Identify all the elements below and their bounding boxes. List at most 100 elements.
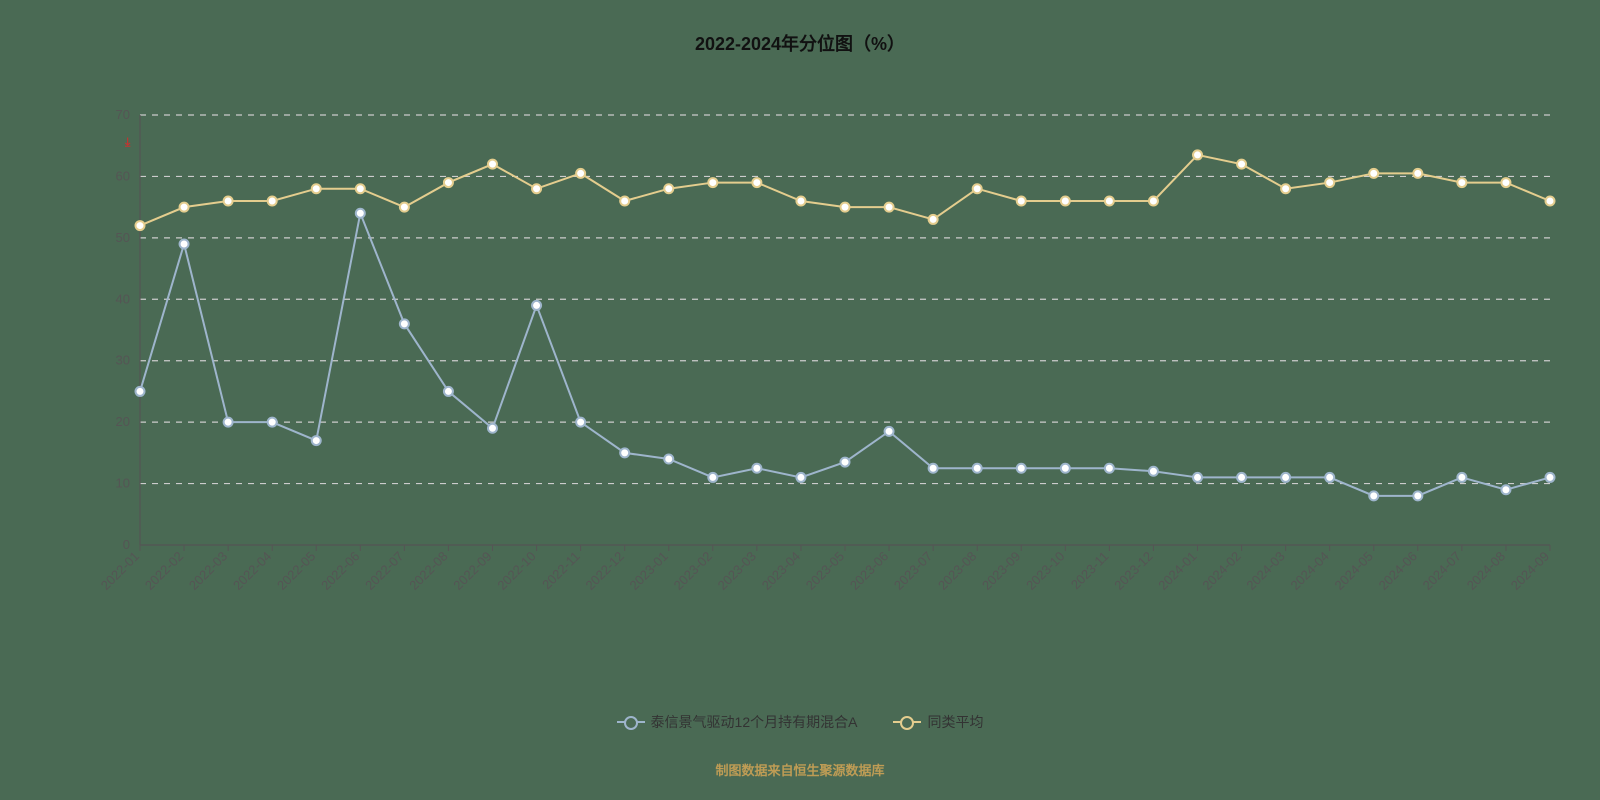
x-tick-label: 2022-06 (318, 549, 362, 593)
series-line (140, 213, 1550, 496)
y-tick-label: 50 (116, 230, 130, 245)
x-tick-label: 2022-10 (494, 549, 538, 593)
series-marker (400, 319, 409, 328)
x-tick-label: 2024-07 (1420, 549, 1464, 593)
x-tick-label: 2022-08 (406, 549, 450, 593)
series-marker (1501, 485, 1510, 494)
series-marker (444, 387, 453, 396)
x-tick-label: 2023-10 (1023, 549, 1067, 593)
series-marker (1193, 150, 1202, 159)
y-tick-label: 10 (116, 476, 130, 491)
legend-line (893, 721, 921, 723)
chart-credit: 制图数据来自恒生聚源数据库 (0, 760, 1600, 779)
x-tick-label: 2022-09 (450, 549, 494, 593)
legend-item[interactable]: 泰信景气驱动12个月持有期混合A (617, 712, 858, 732)
x-tick-label: 2023-11 (1068, 549, 1112, 593)
series-marker (1105, 197, 1114, 206)
series-marker (1061, 464, 1070, 473)
legend-marker-icon (624, 716, 638, 730)
legend-marker-icon (900, 716, 914, 730)
series-marker (400, 203, 409, 212)
series-marker (488, 424, 497, 433)
series-marker (1061, 197, 1070, 206)
chart-container: 2022-2024年分位图（%） ⤓ 0102030405060702022-0… (0, 0, 1600, 800)
x-tick-label: 2023-07 (891, 549, 935, 593)
series-marker (796, 473, 805, 482)
y-tick-label: 40 (116, 291, 130, 306)
series-marker (841, 458, 850, 467)
series-marker (752, 178, 761, 187)
x-tick-label: 2024-09 (1508, 549, 1552, 593)
x-tick-label: 2022-01 (98, 549, 142, 593)
x-tick-label: 2023-04 (759, 549, 803, 593)
legend-line (617, 721, 645, 723)
x-tick-label: 2023-09 (979, 549, 1023, 593)
series-marker (1017, 464, 1026, 473)
series-marker (1457, 473, 1466, 482)
series-marker (180, 240, 189, 249)
series-marker (1501, 178, 1510, 187)
chart-legend: 泰信景气驱动12个月持有期混合A 同类平均 (0, 710, 1600, 732)
series-marker (312, 184, 321, 193)
series-marker (796, 197, 805, 206)
series-marker (268, 418, 277, 427)
series-marker (224, 418, 233, 427)
y-tick-label: 70 (116, 107, 130, 122)
series-marker (1105, 464, 1114, 473)
x-tick-label: 2024-01 (1155, 549, 1199, 593)
y-tick-label: 20 (116, 414, 130, 429)
x-tick-label: 2023-03 (715, 549, 759, 593)
x-tick-label: 2022-02 (142, 549, 186, 593)
series-marker (1413, 491, 1422, 500)
series-line (140, 155, 1550, 226)
series-marker (1413, 169, 1422, 178)
chart-plot: 0102030405060702022-012022-022022-032022… (0, 0, 1600, 800)
series-marker (488, 160, 497, 169)
series-marker (1546, 197, 1555, 206)
series-marker (224, 197, 233, 206)
series-marker (620, 197, 629, 206)
x-tick-label: 2022-05 (274, 549, 318, 593)
series-marker (1457, 178, 1466, 187)
series-marker (973, 464, 982, 473)
legend-label: 同类平均 (927, 712, 983, 732)
x-tick-label: 2023-06 (847, 549, 891, 593)
x-tick-label: 2023-12 (1111, 549, 1155, 593)
series-marker (1149, 197, 1158, 206)
series-marker (1237, 160, 1246, 169)
x-tick-label: 2024-06 (1376, 549, 1420, 593)
x-tick-label: 2023-02 (671, 549, 715, 593)
series-marker (136, 221, 145, 230)
series-marker (708, 178, 717, 187)
x-tick-label: 2023-05 (803, 549, 847, 593)
series-marker (1281, 473, 1290, 482)
series-marker (1281, 184, 1290, 193)
series-marker (1369, 491, 1378, 500)
series-marker (1237, 473, 1246, 482)
series-marker (973, 184, 982, 193)
series-marker (356, 209, 365, 218)
legend-item[interactable]: 同类平均 (893, 712, 983, 732)
series-marker (1149, 467, 1158, 476)
series-marker (929, 215, 938, 224)
series-marker (180, 203, 189, 212)
series-marker (356, 184, 365, 193)
series-marker (312, 436, 321, 445)
series-marker (1369, 169, 1378, 178)
x-tick-label: 2023-01 (627, 549, 671, 593)
series-marker (664, 455, 673, 464)
series-marker (532, 184, 541, 193)
legend-label: 泰信景气驱动12个月持有期混合A (651, 712, 858, 732)
series-marker (444, 178, 453, 187)
series-marker (708, 473, 717, 482)
series-marker (1325, 473, 1334, 482)
series-marker (268, 197, 277, 206)
series-marker (885, 203, 894, 212)
x-tick-label: 2024-02 (1199, 549, 1243, 593)
x-tick-label: 2022-11 (539, 549, 583, 593)
x-tick-label: 2022-12 (582, 549, 626, 593)
series-marker (1017, 197, 1026, 206)
series-marker (1546, 473, 1555, 482)
series-marker (1325, 178, 1334, 187)
series-marker (841, 203, 850, 212)
